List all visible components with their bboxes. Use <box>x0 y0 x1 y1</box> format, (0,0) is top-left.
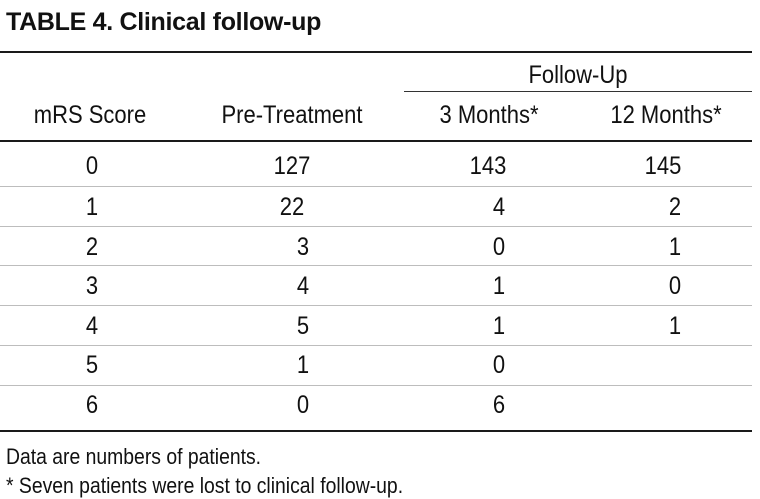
row-divider <box>0 226 752 227</box>
table-cell: 3 <box>296 233 310 261</box>
bottom-rule <box>0 430 752 432</box>
follow-up-group-rule <box>404 91 752 92</box>
table-cell: 4 <box>296 272 310 300</box>
table-cell: 1 <box>85 193 99 221</box>
table-cell: 3 <box>85 272 99 300</box>
row-divider <box>0 265 752 266</box>
column-header-mrs-score: mRS Score <box>33 101 147 129</box>
table-cell: 5 <box>296 312 310 340</box>
table-cell: 6 <box>85 391 99 419</box>
table-cell: 6 <box>492 391 506 419</box>
table-cell: 1 <box>492 312 506 340</box>
table-cell: 1 <box>492 272 506 300</box>
table-cell: 4 <box>85 312 99 340</box>
table-cell: 22 <box>279 193 305 221</box>
table-cell: 2 <box>85 233 99 261</box>
table-cell: 0 <box>296 391 310 419</box>
table-cell: 0 <box>85 152 99 180</box>
header-rule <box>0 140 752 142</box>
table-cell: 127 <box>273 152 311 180</box>
column-header-12-months: 12 Months* <box>610 101 722 129</box>
row-divider <box>0 305 752 306</box>
table-cell: 5 <box>85 351 99 379</box>
table-cell: 1 <box>668 233 682 261</box>
table-footnote: * Seven patients were lost to clinical f… <box>6 473 404 498</box>
column-header-pre-treatment: Pre-Treatment <box>221 101 363 129</box>
top-rule <box>0 51 752 53</box>
row-divider <box>0 385 752 386</box>
table-cell: 0 <box>668 272 682 300</box>
table-cell: 2 <box>668 193 682 221</box>
row-divider <box>0 186 752 187</box>
table-cell: 4 <box>492 193 506 221</box>
follow-up-group-header: Follow-Up <box>528 61 628 89</box>
column-header-3-months: 3 Months* <box>439 101 539 129</box>
table-note: Data are numbers of patients. <box>6 444 262 469</box>
row-divider <box>0 345 752 346</box>
table-title: TABLE 4. Clinical follow-up <box>6 8 322 36</box>
table-cell: 0 <box>492 351 506 379</box>
table-cell: 145 <box>644 152 682 180</box>
table-cell: 1 <box>296 351 310 379</box>
table-cell: 143 <box>469 152 507 180</box>
table-cell: 1 <box>668 312 682 340</box>
table-cell: 0 <box>492 233 506 261</box>
